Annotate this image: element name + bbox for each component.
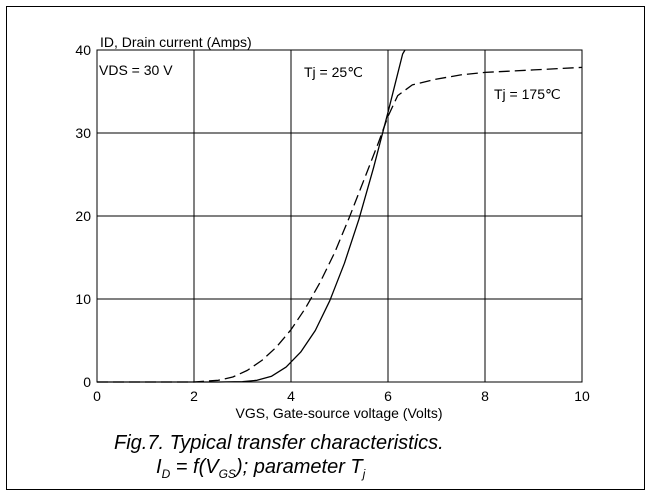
x-tick-label: 4	[287, 388, 295, 404]
x-tick-label: 0	[93, 388, 101, 404]
series-lines	[97, 49, 583, 383]
x-tick-label: 10	[574, 388, 590, 404]
annotation-tj-175: Tj = 175℃	[494, 86, 561, 102]
figure-caption-line2: ID = f(VGS); parameter Tj	[156, 456, 366, 481]
series-line-tj-175	[97, 66, 583, 383]
x-tick-labels: 0 2 4 6 8 10	[93, 388, 590, 404]
x-tick-label: 2	[190, 388, 198, 404]
y-axis-label: ID, Drain current (Amps)	[100, 34, 252, 50]
y-tick-label: 40	[75, 42, 91, 58]
plot-area-border	[96, 49, 583, 383]
figure-frame	[6, 6, 645, 490]
annotation-vds: VDS = 30 V	[99, 62, 173, 78]
y-tick-label: 30	[75, 125, 91, 141]
y-tick-label: 10	[75, 291, 91, 307]
y-tick-label: 20	[75, 208, 91, 224]
x-tick-label: 6	[384, 388, 392, 404]
figure-caption-line1: Fig.7. Typical transfer characteristics.	[114, 432, 444, 454]
y-tick-labels: 0 10 20 30 40	[75, 42, 91, 390]
x-tick-label: 8	[481, 388, 489, 404]
y-tick-label: 0	[83, 374, 91, 390]
annotation-tj-25: Tj = 25℃	[304, 64, 363, 80]
x-axis-label: VGS, Gate-source voltage (Volts)	[236, 405, 443, 421]
